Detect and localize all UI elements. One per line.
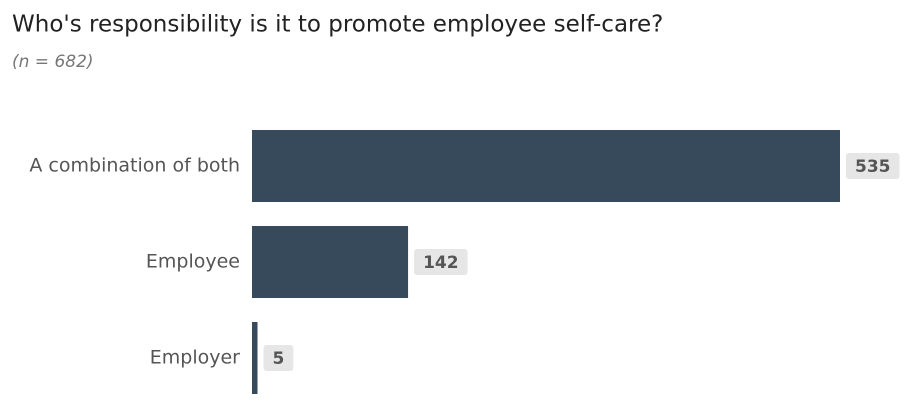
y-tick-label: A combination of both — [29, 155, 240, 177]
y-tick-label: Employee — [146, 251, 240, 273]
value-label-bg — [414, 249, 468, 275]
value-label: 535 — [855, 157, 891, 177]
value-label-bg — [846, 153, 900, 179]
chart-title: Who's responsibility is it to promote em… — [12, 12, 663, 38]
value-label: 5 — [272, 349, 284, 369]
value-label-bg — [263, 345, 294, 371]
bar — [252, 226, 409, 298]
value-label: 142 — [423, 253, 459, 273]
chart-subtitle: (n = 682) — [12, 52, 94, 72]
bar — [252, 322, 258, 394]
bar — [252, 130, 840, 202]
y-tick-label: Employer — [150, 347, 240, 369]
